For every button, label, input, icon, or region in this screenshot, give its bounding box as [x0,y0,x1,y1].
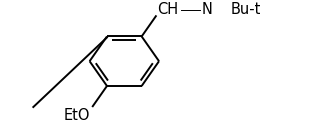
Text: N: N [202,2,212,17]
Text: EtO: EtO [64,108,90,123]
Text: CH: CH [157,2,179,17]
Text: Bu-t: Bu-t [230,2,261,17]
